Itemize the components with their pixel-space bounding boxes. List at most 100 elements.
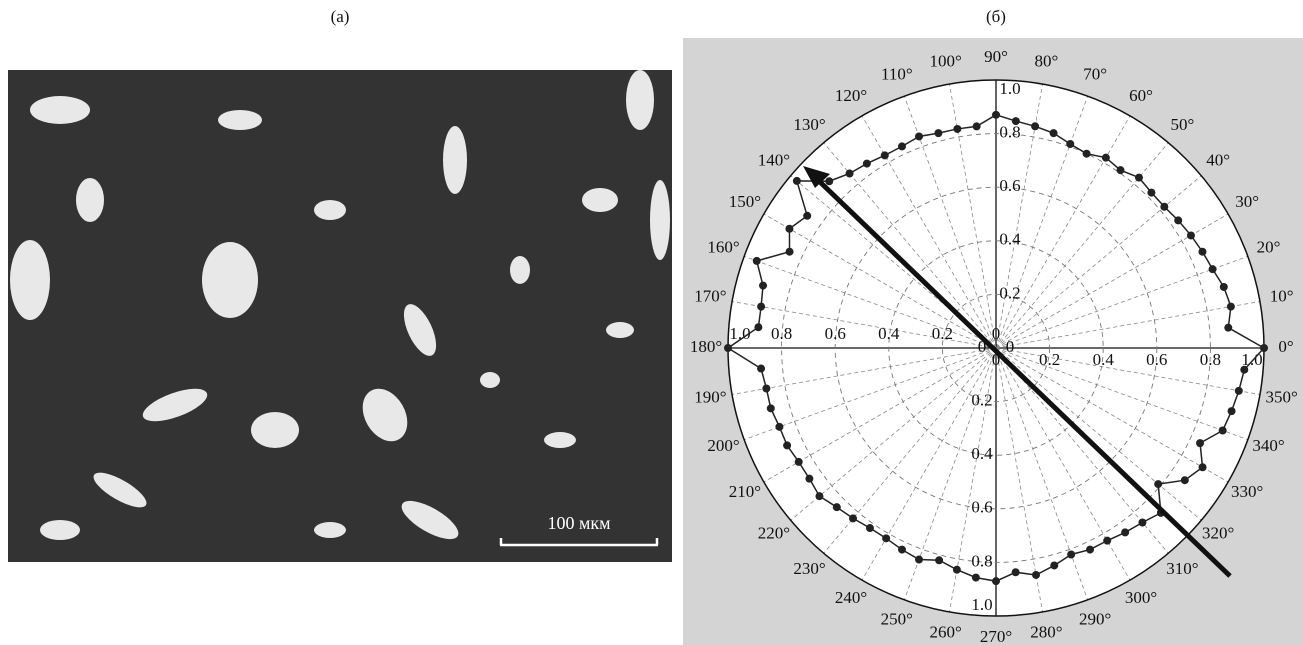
data-point [1187, 231, 1195, 239]
data-point [1050, 129, 1058, 137]
data-point [786, 248, 794, 256]
radial-tick-label: 0.6 [1146, 350, 1167, 369]
page: {"panels": {"a": {"label": "(а)", "scale… [0, 0, 1303, 645]
angle-tick-label: 60° [1129, 86, 1153, 105]
data-point [934, 129, 942, 137]
data-point [1220, 283, 1228, 291]
angle-tick-label: 200° [707, 436, 739, 455]
data-point [1031, 122, 1039, 130]
data-point [753, 257, 761, 265]
data-point [849, 514, 857, 522]
radial-tick-label: 0.2 [999, 283, 1020, 302]
panel-label: (а) [331, 7, 350, 26]
radial-tick-label: 0.8 [1200, 350, 1221, 369]
data-point [1121, 528, 1129, 536]
data-point [793, 177, 801, 185]
angle-tick-label: 70° [1083, 64, 1107, 83]
angle-tick-label: 170° [694, 287, 726, 306]
angle-tick-label: 300° [1125, 588, 1157, 607]
data-point [1135, 174, 1143, 182]
data-point [898, 546, 906, 554]
data-point [1083, 150, 1091, 158]
radial-tick-label: 0.8 [771, 324, 792, 343]
data-point [815, 492, 823, 500]
data-point [1228, 407, 1236, 415]
data-point [1117, 166, 1125, 174]
data-point [795, 458, 803, 466]
data-point [825, 177, 833, 185]
radial-tick-label: 0.2 [971, 391, 992, 410]
data-point [724, 344, 732, 352]
angle-tick-label: 210° [729, 482, 761, 501]
angle-tick-label: 350° [1265, 387, 1297, 406]
data-point [754, 323, 762, 331]
angle-tick-label: 150° [729, 192, 761, 211]
angle-tick-label: 30° [1235, 192, 1259, 211]
angle-tick-label: 130° [793, 115, 825, 134]
data-point [1103, 537, 1111, 545]
data-point [805, 475, 813, 483]
data-point [881, 151, 889, 159]
data-point [866, 524, 874, 532]
radial-tick-label: 0.6 [825, 324, 846, 343]
radial-tick-label: 0.4 [971, 444, 993, 463]
angle-tick-label: 50° [1171, 115, 1195, 134]
data-point [846, 169, 854, 177]
radial-tick-label: 0.6 [999, 176, 1020, 195]
panel-label: (б) [986, 7, 1006, 26]
data-point [1012, 117, 1020, 125]
angle-tick-label: 310° [1166, 559, 1198, 578]
angle-tick-label: 190° [694, 387, 726, 406]
radial-tick-label: 0 [1006, 337, 1015, 356]
angle-tick-label: 180° [690, 337, 722, 356]
figure: (а) 100 мкм (б) 0°10°20°30°40°50°60°70°8… [0, 0, 1303, 645]
angle-tick-label: 220° [758, 523, 790, 542]
scale-bar-label: 100 мкм [547, 513, 610, 533]
radial-tick-label: 0.4 [878, 324, 900, 343]
data-point [973, 122, 981, 130]
data-point [915, 556, 923, 564]
data-point [898, 142, 906, 150]
data-point [882, 534, 890, 542]
data-point [1181, 476, 1189, 484]
data-point [863, 160, 871, 168]
angle-tick-label: 270° [980, 627, 1012, 645]
angle-tick-label: 110° [881, 64, 913, 83]
data-point [1012, 568, 1020, 576]
radial-tick-label: 0.8 [971, 551, 992, 570]
angle-tick-label: 280° [1030, 623, 1062, 642]
data-point [1199, 463, 1207, 471]
angle-tick-label: 230° [793, 559, 825, 578]
data-point [1174, 216, 1182, 224]
angle-tick-label: 140° [758, 150, 790, 169]
data-point [1154, 480, 1162, 488]
data-point [1219, 426, 1227, 434]
data-point [1138, 519, 1146, 527]
data-point [953, 125, 961, 133]
data-point [1260, 344, 1268, 352]
data-point [757, 303, 765, 311]
data-point [1240, 366, 1248, 374]
angle-tick-label: 20° [1257, 238, 1281, 257]
angle-tick-label: 10° [1270, 287, 1294, 306]
data-point [1160, 203, 1168, 211]
angle-tick-label: 250° [881, 609, 913, 628]
angle-tick-label: 40° [1206, 150, 1230, 169]
data-point [915, 132, 923, 140]
angle-tick-label: 260° [929, 623, 961, 642]
radial-tick-label: 0.4 [1093, 350, 1115, 369]
data-point [992, 111, 1000, 119]
data-point [992, 577, 1000, 585]
data-point [1066, 140, 1074, 148]
data-point [803, 212, 811, 220]
data-point [1198, 248, 1206, 256]
data-point [1209, 265, 1217, 273]
radial-tick-label: 0.2 [932, 324, 953, 343]
radial-tick-label: 0 [992, 324, 1001, 343]
data-point [757, 365, 765, 373]
angle-tick-label: 290° [1079, 609, 1111, 628]
angle-tick-label: 90° [984, 47, 1008, 66]
data-point [775, 423, 783, 431]
data-point [1227, 303, 1235, 311]
angle-tick-label: 330° [1231, 482, 1263, 501]
